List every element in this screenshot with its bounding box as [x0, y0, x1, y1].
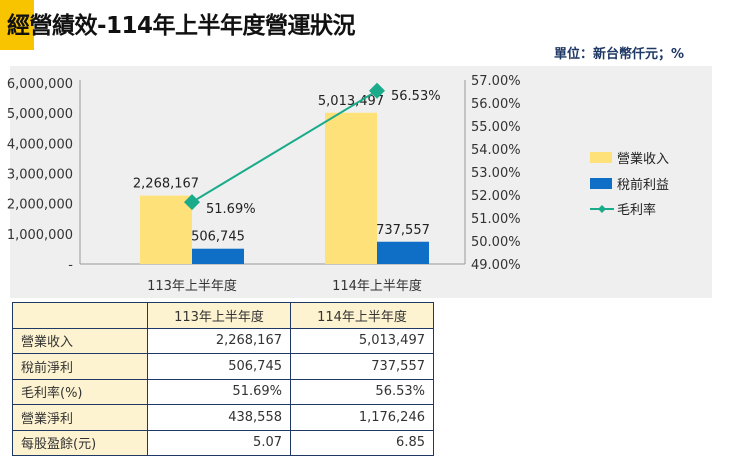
pretax-data-label: 737,557 [376, 223, 430, 238]
title-accent [0, 0, 34, 50]
left-tick-label: 2,000,000 [7, 198, 73, 213]
table-cell: 6.85 [290, 429, 434, 456]
margin-data-label: 51.69% [206, 202, 256, 217]
table-cell: 5.07 [147, 429, 291, 456]
combo-chart: - 1,000,000 2,000,000 3,000,000 4,000,000 5,0… [7, 74, 669, 294]
table-row: 稅前淨利 506,745 737,557 [12, 353, 434, 380]
category-label: 113年上半年度 [147, 278, 237, 294]
right-tick-label: 54.00% [471, 143, 521, 158]
pretax-bar [377, 241, 429, 264]
right-tick-label: 50.00% [471, 235, 521, 250]
margin-point [369, 82, 385, 99]
table-cell: 2,268,167 [147, 327, 291, 354]
table-cell: 56.53% [290, 378, 434, 405]
left-tick-label: 5,000,000 [7, 107, 73, 122]
table-cell: 5,013,497 [290, 327, 434, 354]
revenue-bar [325, 112, 377, 264]
table-cell: 506,745 [147, 353, 291, 380]
row-label: 稅前淨利 [12, 353, 148, 380]
revenue-data-label: 2,268,167 [133, 177, 199, 192]
page-title: 經營績效-114年上半年度營運狀況 [7, 13, 356, 39]
pretax-bar [192, 248, 244, 264]
row-label: 每股盈餘(元) [12, 429, 148, 456]
right-tick-label: 49.00% [471, 258, 521, 273]
right-tick-label: 51.00% [471, 212, 521, 227]
left-tick-label: 6,000,000 [7, 77, 73, 92]
right-tick-label: 56.00% [471, 97, 521, 112]
right-tick-label: 55.00% [471, 120, 521, 135]
table-cell: 51.69% [147, 378, 291, 405]
row-label: 營業淨利 [12, 404, 148, 431]
category-label: 114年上半年度 [332, 278, 422, 294]
legend-label: 營業收入 [617, 151, 669, 167]
left-tick-label: 1,000,000 [7, 228, 73, 243]
margin-line [191, 89, 378, 203]
table-row: 每股盈餘(元) 5.07 6.85 [12, 429, 434, 456]
table-cell: 1,176,246 [290, 404, 434, 431]
legend-label: 毛利率 [617, 202, 656, 218]
margin-point [184, 194, 200, 211]
table-header-row: 113年上半年度 114年上半年度 [12, 302, 434, 329]
left-tick-label: 4,000,000 [7, 137, 73, 152]
left-tick-label: 3,000,000 [7, 168, 73, 183]
table-cell: 438,558 [147, 404, 291, 431]
legend-revenue-swatch [590, 152, 612, 163]
table-header-cell: 113年上半年度 [147, 302, 291, 329]
table-row: 毛利率(%) 51.69% 56.53% [12, 378, 434, 405]
right-tick-label: 57.00% [471, 74, 521, 89]
row-label: 營業收入 [12, 327, 148, 354]
revenue-bar [140, 195, 192, 264]
legend-label: 稅前利益 [617, 177, 669, 193]
right-tick-label: 53.00% [471, 166, 521, 181]
margin-data-label: 56.53% [391, 89, 441, 104]
row-label: 毛利率(%) [12, 378, 148, 405]
legend-margin-marker [598, 205, 606, 213]
performance-table: 113年上半年度 114年上半年度 營業收入 2,268,167 5,013,497 稅前… [12, 302, 434, 456]
table-header-cell: 114年上半年度 [290, 302, 434, 329]
legend-pretax-swatch [590, 178, 612, 189]
table-cell: 737,557 [290, 353, 434, 380]
pretax-data-label: 506,745 [191, 230, 245, 245]
left-tick-label: - [68, 258, 73, 273]
table-header-cell [12, 302, 148, 329]
table-row: 營業淨利 438,558 1,176,246 [12, 404, 434, 431]
unit-label: 單位：新台幣仟元；% [553, 47, 684, 62]
right-tick-label: 52.00% [471, 189, 521, 204]
table-row: 營業收入 2,268,167 5,013,497 [12, 327, 434, 354]
